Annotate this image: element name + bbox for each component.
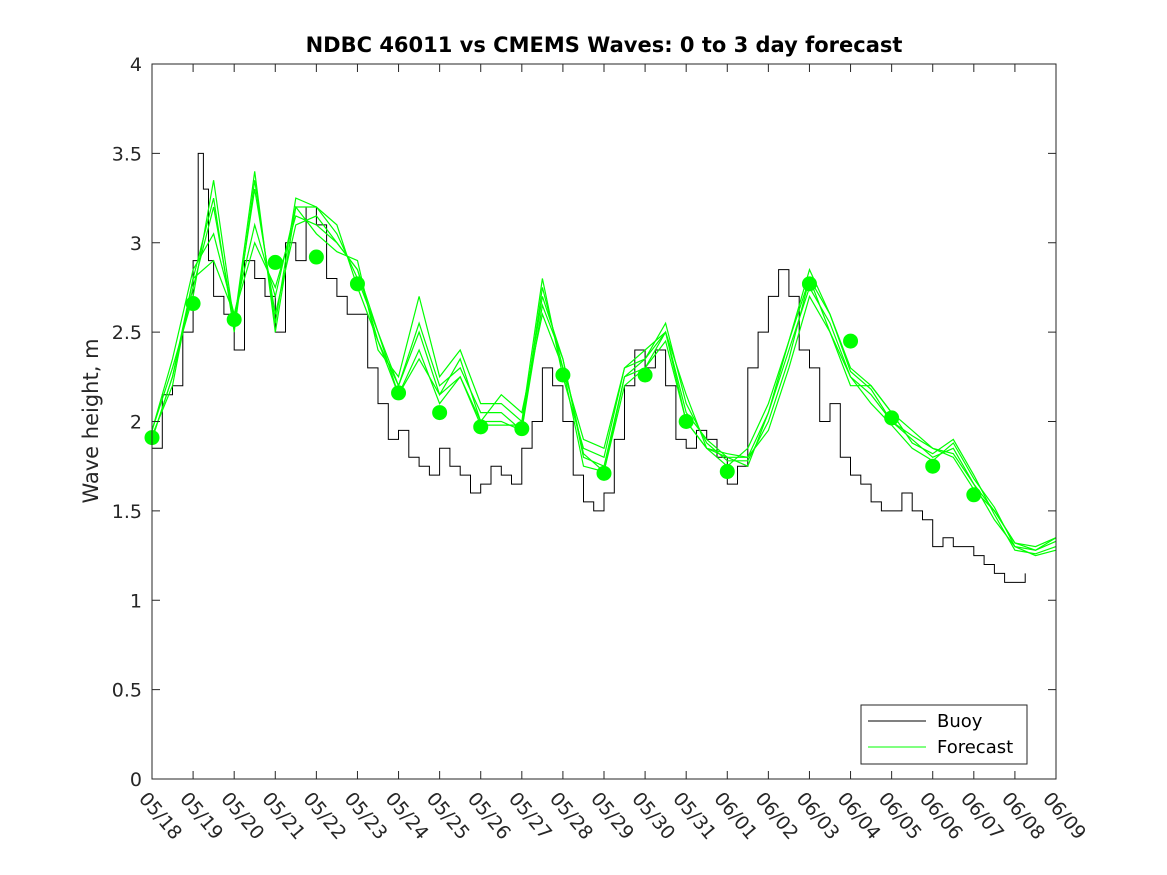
forecast-marker xyxy=(308,249,324,265)
x-tick-label: 05/20 xyxy=(216,788,268,844)
y-axis-label: Wave height, m xyxy=(79,338,103,503)
x-tick-label: 06/09 xyxy=(1038,788,1090,844)
forecast-marker xyxy=(514,421,530,437)
forecast-marker xyxy=(596,465,612,481)
forecast-marker xyxy=(925,458,941,474)
x-tick-label: 05/28 xyxy=(545,788,597,844)
forecast-marker xyxy=(678,414,694,429)
legend-box xyxy=(860,704,1028,765)
x-tick-label: 05/21 xyxy=(257,788,309,844)
forecast-marker xyxy=(843,333,859,349)
forecast-marker xyxy=(555,367,571,383)
forecast-line xyxy=(151,215,1057,557)
x-tick-label: 05/26 xyxy=(463,788,515,844)
x-tick-label: 06/05 xyxy=(874,788,926,844)
x-tick-label: 06/08 xyxy=(997,788,1049,844)
forecast-line xyxy=(151,205,1057,555)
forecast-marker xyxy=(473,419,489,435)
forecast-marker xyxy=(966,487,982,503)
y-tick-label: 2.5 xyxy=(112,322,142,344)
x-tick-label: 05/22 xyxy=(299,788,351,844)
legend-label-buoy: Buoy xyxy=(937,711,983,732)
x-tick-label: 05/24 xyxy=(381,788,433,844)
y-tick-label: 3 xyxy=(130,233,142,255)
x-tick-label: 06/02 xyxy=(751,788,803,844)
y-axis: 0 0.5 1 1.5 2 2.5 3 3.5 4 xyxy=(112,54,1056,791)
y-tick-label: 1.5 xyxy=(112,501,142,523)
forecast-marker xyxy=(637,367,653,383)
x-tick-label: 05/25 xyxy=(422,788,474,844)
buoy-series xyxy=(152,152,1026,583)
forecast-marker xyxy=(267,254,283,270)
y-tick-label: 2 xyxy=(130,412,142,434)
x-tick-label: 05/23 xyxy=(340,788,392,844)
y-tick-label: 4 xyxy=(130,54,142,76)
forecast-marker xyxy=(801,276,817,292)
forecast-marker xyxy=(391,385,407,401)
x-tick-label: 05/31 xyxy=(668,788,720,844)
forecast-marker xyxy=(884,410,900,426)
plot-area xyxy=(152,64,1056,779)
x-tick-label: 05/19 xyxy=(175,788,227,844)
x-tick-label: 05/29 xyxy=(586,788,638,844)
y-tick-label: 0.5 xyxy=(112,680,142,702)
forecast-marker xyxy=(349,276,365,292)
legend-label-forecast: Forecast xyxy=(937,737,1013,758)
chart-title: NDBC 46011 vs CMEMS Waves: 0 to 3 day fo… xyxy=(306,33,903,57)
y-tick-label: 3.5 xyxy=(112,143,142,165)
y-tick-label: 1 xyxy=(130,590,142,612)
forecast-marker xyxy=(226,312,242,328)
forecast-marker xyxy=(432,405,448,421)
forecast-marker xyxy=(719,464,735,480)
x-tick-label: 05/18 xyxy=(134,788,186,844)
x-tick-label: 06/06 xyxy=(915,788,967,844)
x-tick-label: 05/30 xyxy=(627,788,679,844)
forecast-markers xyxy=(144,249,982,503)
buoy-line xyxy=(152,152,1026,583)
x-tick-label: 05/27 xyxy=(504,788,556,844)
x-tick-label: 06/03 xyxy=(792,788,844,844)
legend: Buoy Forecast xyxy=(860,704,1028,765)
x-tick-label: 06/01 xyxy=(709,788,761,844)
forecast-marker xyxy=(185,296,201,312)
x-tick-label: 06/07 xyxy=(956,788,1008,844)
x-tick-label: 06/04 xyxy=(833,788,885,844)
y-tick-label: 0 xyxy=(130,769,142,791)
